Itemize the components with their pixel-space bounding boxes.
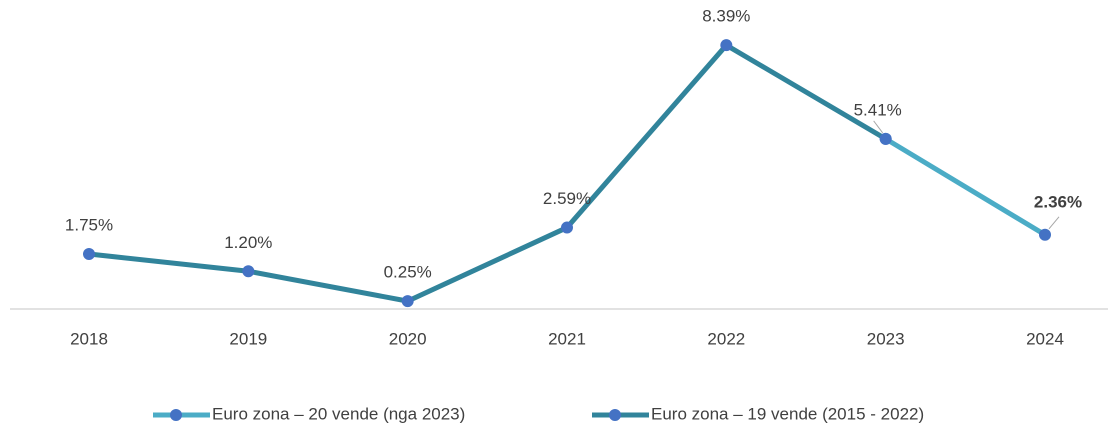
x-tick-label: 2018: [70, 329, 108, 348]
legend-label: Euro zona – 19 vende (2015 - 2022): [651, 404, 924, 423]
data-label: 1.20%: [224, 233, 272, 252]
data-label: 2.36%: [1034, 192, 1082, 211]
leader-line: [873, 120, 884, 134]
data-label: 0.25%: [384, 263, 432, 282]
marker: [401, 295, 414, 308]
marker: [242, 265, 255, 278]
data-label: 5.41%: [854, 100, 902, 119]
x-tick-label: 2021: [548, 329, 586, 348]
data-label: 8.39%: [702, 7, 750, 26]
x-tick-label: 2020: [389, 329, 427, 348]
marker: [879, 132, 892, 145]
marker: [83, 247, 95, 260]
x-tick-label: 2023: [867, 329, 905, 348]
marker: [1039, 228, 1051, 241]
marker: [720, 39, 733, 52]
marker: [561, 221, 573, 234]
legend-label: Euro zona – 20 vende (nga 2023): [212, 404, 465, 423]
x-tick-label: 2024: [1026, 329, 1064, 348]
x-tick-label: 2019: [229, 329, 267, 348]
legend-marker: [609, 409, 621, 421]
series-line: [884, 136, 1047, 237]
series-line: [88, 42, 887, 304]
data-label: 1.75%: [65, 215, 113, 234]
data-label: 2.59%: [543, 189, 591, 208]
leader-line: [1048, 216, 1060, 230]
x-tick-label: 2022: [707, 329, 745, 348]
legend-marker: [170, 409, 182, 421]
